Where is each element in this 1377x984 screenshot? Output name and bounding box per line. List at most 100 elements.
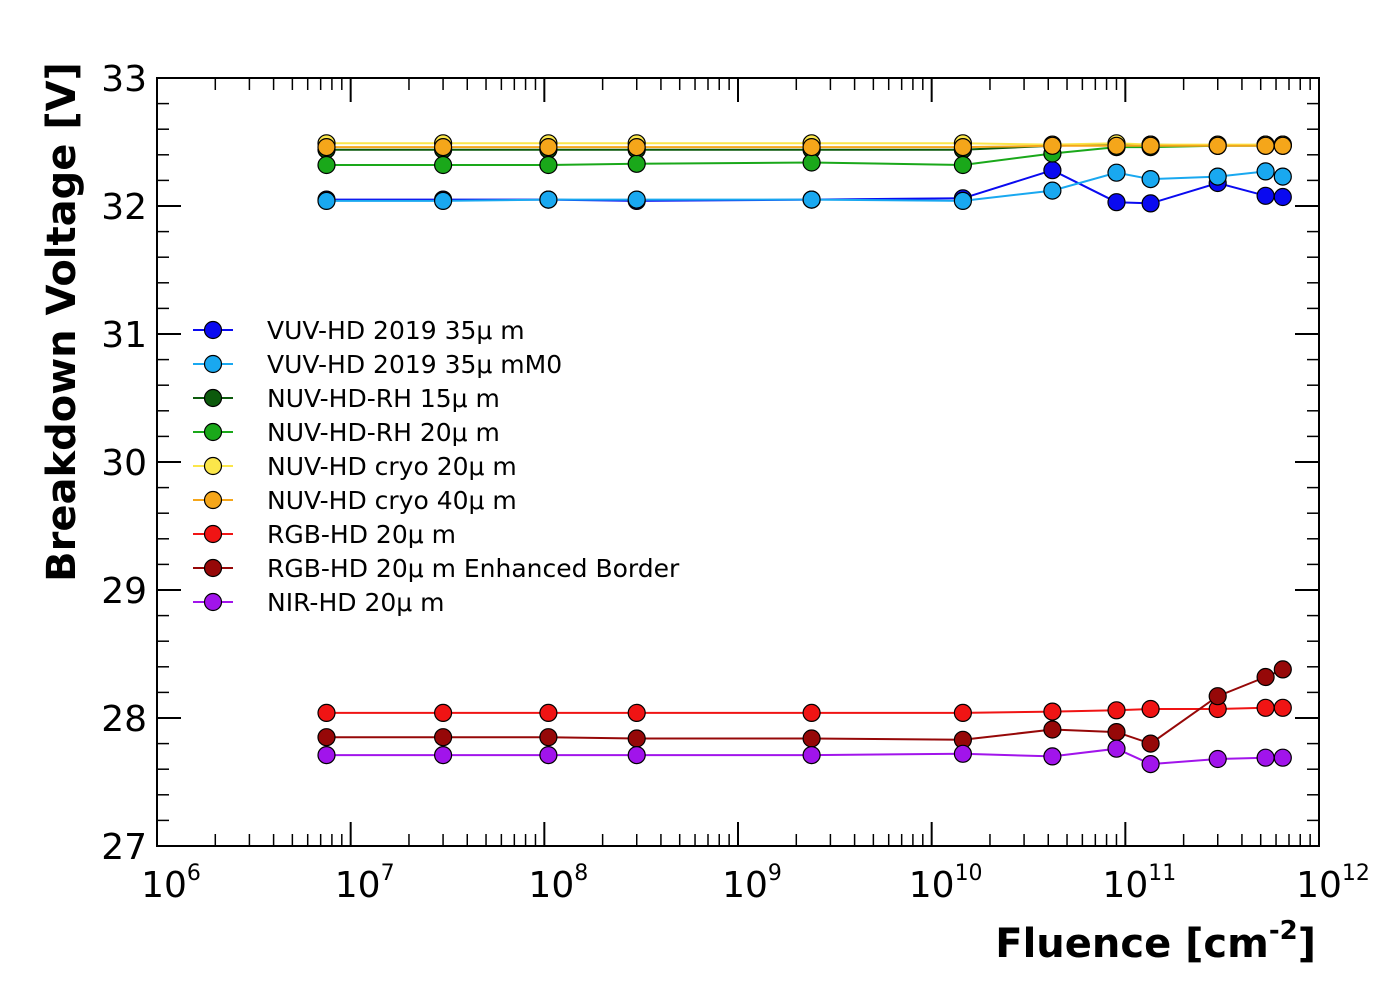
legend-label: NUV-HD-RH 20μ m bbox=[267, 418, 500, 447]
data-point bbox=[317, 138, 336, 157]
y-tick-label: 33 bbox=[101, 59, 147, 100]
data-point bbox=[627, 190, 646, 209]
data-point bbox=[1208, 749, 1227, 769]
legend-marker bbox=[203, 456, 223, 476]
legend-label: RGB-HD 20μ m bbox=[267, 520, 456, 549]
legend-entry: NUV-HD-RH 20μ m bbox=[193, 418, 500, 447]
series-6 bbox=[317, 698, 1292, 723]
y-tick-label: 27 bbox=[101, 827, 147, 868]
x-axis-label-sup: -2 bbox=[1269, 916, 1298, 946]
legend-label: VUV-HD 2019 35μ mM0 bbox=[267, 350, 562, 379]
data-point bbox=[1273, 136, 1292, 155]
data-point bbox=[1256, 162, 1275, 181]
data-point bbox=[1043, 181, 1062, 200]
x-tick-label: 1010 bbox=[909, 861, 983, 906]
data-point bbox=[1107, 701, 1126, 720]
data-point bbox=[1273, 698, 1292, 717]
data-point bbox=[434, 138, 453, 157]
data-point bbox=[1141, 699, 1160, 719]
legend-label: NIR-HD 20μ m bbox=[267, 588, 444, 617]
x-tick-label: 106 bbox=[141, 861, 201, 906]
legend-label: NUV-HD cryo 40μ m bbox=[267, 486, 517, 515]
data-point bbox=[1043, 136, 1062, 155]
x-axis-label-main: Fluence [cm bbox=[995, 921, 1269, 967]
data-point bbox=[953, 744, 973, 763]
data-point bbox=[953, 703, 973, 723]
legend-entry: NUV-HD cryo 20μ m bbox=[193, 452, 517, 481]
data-point bbox=[802, 703, 821, 723]
data-point bbox=[802, 138, 821, 157]
data-point bbox=[627, 703, 646, 723]
data-point bbox=[1273, 167, 1292, 186]
y-tick-label: 28 bbox=[101, 699, 147, 740]
x-tick-label: 109 bbox=[722, 861, 782, 906]
x-axis-label-end: ] bbox=[1298, 921, 1316, 967]
legend-label: RGB-HD 20μ m Enhanced Border bbox=[267, 554, 680, 583]
data-point bbox=[802, 729, 821, 748]
series-7 bbox=[317, 660, 1292, 753]
data-point bbox=[434, 745, 453, 765]
data-point bbox=[1043, 720, 1062, 739]
data-point bbox=[434, 191, 453, 210]
data-point bbox=[627, 729, 646, 748]
data-point bbox=[1256, 186, 1275, 205]
data-point bbox=[1208, 136, 1227, 155]
data-point bbox=[1141, 734, 1160, 753]
legend-marker bbox=[203, 422, 223, 442]
legend-entry: RGB-HD 20μ m Enhanced Border bbox=[193, 554, 680, 583]
data-point bbox=[317, 745, 336, 765]
data-point bbox=[627, 154, 646, 173]
data-point bbox=[1208, 167, 1227, 186]
legend: VUV-HD 2019 35μ m VUV-HD 2019 35μ mM0 NUV-… bbox=[193, 316, 680, 617]
data-point bbox=[802, 153, 821, 172]
x-tick-label: 1012 bbox=[1296, 861, 1370, 906]
data-point bbox=[1256, 698, 1275, 717]
data-point bbox=[1107, 722, 1126, 742]
data-point bbox=[627, 745, 646, 765]
series-line bbox=[326, 668, 1284, 745]
data-point bbox=[802, 190, 821, 209]
legend-marker bbox=[203, 490, 223, 510]
legend-label: NUV-HD-RH 15μ m bbox=[267, 384, 500, 413]
series-layer bbox=[317, 134, 1292, 774]
data-point bbox=[1107, 163, 1126, 182]
data-point bbox=[1043, 702, 1062, 721]
data-point bbox=[434, 728, 453, 747]
data-point bbox=[1208, 687, 1227, 706]
data-point bbox=[539, 728, 558, 747]
legend-entry: NUV-HD cryo 40μ m bbox=[193, 486, 517, 515]
legend-entry: RGB-HD 20μ m bbox=[193, 520, 456, 549]
y-axis-label: Breakdown Voltage [V] bbox=[39, 62, 85, 582]
series-5 bbox=[317, 136, 1292, 157]
data-point bbox=[1256, 136, 1275, 155]
data-point bbox=[539, 155, 558, 175]
data-point bbox=[802, 745, 821, 765]
data-point bbox=[1273, 187, 1292, 207]
legend-marker bbox=[203, 388, 223, 408]
data-point bbox=[1043, 747, 1062, 766]
series-8 bbox=[317, 739, 1292, 774]
data-point bbox=[1273, 660, 1292, 679]
data-point bbox=[317, 728, 336, 747]
legend-entry: NIR-HD 20μ m bbox=[193, 588, 444, 617]
data-point bbox=[539, 190, 558, 209]
data-point bbox=[1043, 161, 1062, 180]
x-axis-ticks: 106 107 108 109 1010 1011 1012 bbox=[141, 78, 1370, 906]
y-tick-label: 32 bbox=[101, 187, 147, 228]
data-point bbox=[953, 155, 973, 175]
legend-entry: NUV-HD-RH 15μ m bbox=[193, 384, 500, 413]
legend-marker bbox=[203, 558, 223, 578]
data-point bbox=[539, 138, 558, 157]
data-point bbox=[539, 703, 558, 723]
legend-entry: VUV-HD 2019 35μ m bbox=[193, 316, 525, 345]
y-axis-ticks: 27 28 29 30 31 32 33 bbox=[101, 59, 1319, 868]
data-point bbox=[1141, 194, 1160, 213]
data-point bbox=[1256, 667, 1275, 687]
data-point bbox=[1256, 748, 1275, 767]
legend-entry: VUV-HD 2019 35μ mM0 bbox=[193, 350, 562, 379]
data-point bbox=[953, 138, 973, 157]
data-point bbox=[1107, 136, 1126, 155]
data-point bbox=[434, 703, 453, 723]
y-tick-label: 31 bbox=[101, 315, 147, 356]
data-point bbox=[953, 191, 973, 210]
